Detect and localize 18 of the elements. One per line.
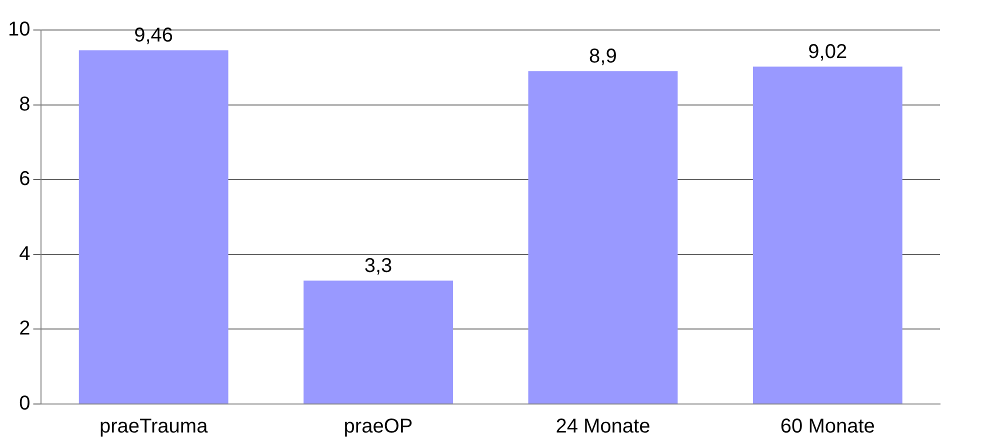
- x-tick-label: praeOP: [344, 416, 413, 438]
- x-tick-label: praeTrauma: [99, 416, 209, 438]
- data-label: 9,02: [808, 41, 848, 64]
- bar: [304, 280, 453, 404]
- y-tick-label: 4: [19, 242, 30, 265]
- data-label: 8,9: [589, 46, 617, 68]
- bar: [752, 66, 902, 404]
- y-tick-label: 8: [19, 93, 30, 116]
- y-tick-label: 0: [19, 392, 30, 415]
- data-label: 9,46: [134, 24, 174, 47]
- y-tick-label: 6: [19, 168, 30, 190]
- bar: [78, 50, 228, 404]
- y-tick-label: 2: [19, 318, 30, 340]
- x-tick-label: 60 Monate: [780, 416, 875, 438]
- bar: [528, 71, 678, 404]
- data-label: 3,3: [364, 255, 392, 278]
- y-tick-label: 10: [8, 18, 30, 41]
- x-tick-label: 24 Monate: [556, 416, 650, 438]
